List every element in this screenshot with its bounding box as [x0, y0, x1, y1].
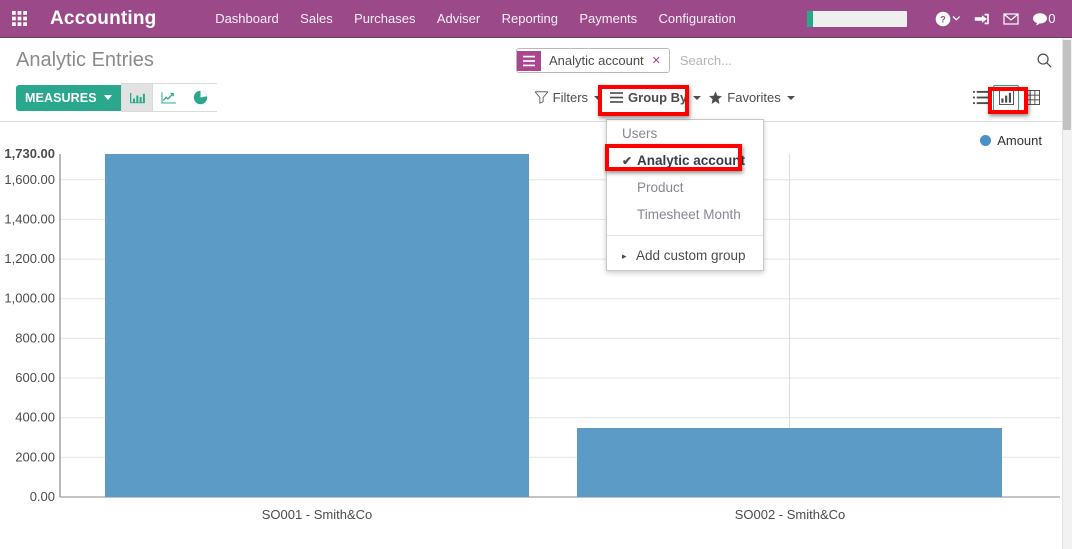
svg-text:1,400.00: 1,400.00 [4, 211, 55, 226]
svg-text:1,600.00: 1,600.00 [4, 172, 55, 187]
svg-text:?: ? [941, 14, 947, 24]
svg-text:SO001 - Smith&Co: SO001 - Smith&Co [262, 507, 373, 522]
svg-text:0.00: 0.00 [30, 489, 55, 504]
svg-text:400.00: 400.00 [15, 410, 55, 425]
svg-text:1,000.00: 1,000.00 [4, 291, 55, 306]
svg-text:1,730.00: 1,730.00 [4, 146, 55, 161]
svg-text:800.00: 800.00 [15, 330, 55, 345]
svg-text:200.00: 200.00 [15, 449, 55, 464]
svg-text:1,200.00: 1,200.00 [4, 251, 55, 266]
svg-text:SO002 - Smith&Co: SO002 - Smith&Co [735, 507, 846, 522]
svg-text:600.00: 600.00 [15, 370, 55, 385]
